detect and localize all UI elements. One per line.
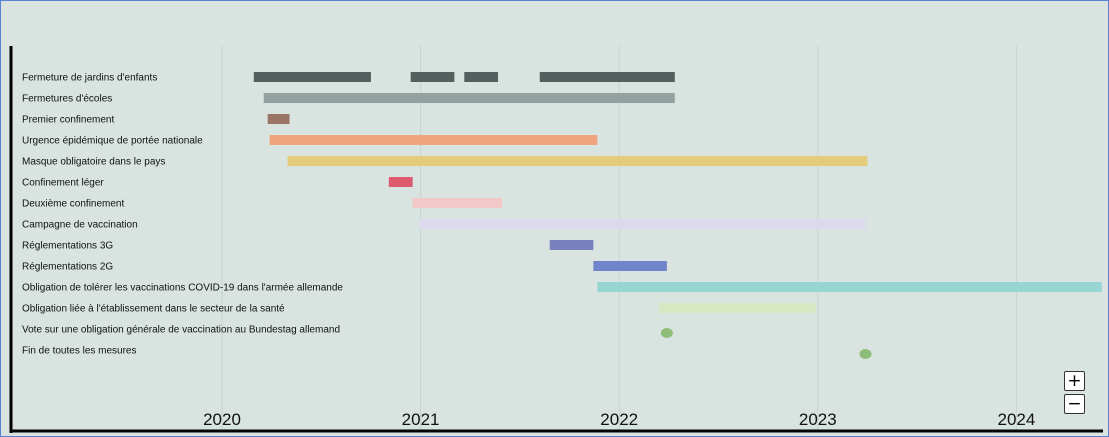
row-label-14: Fin de toutes les mesures [22,346,137,357]
bar-row-10-seg-1 [593,261,667,271]
x-tick-label-2020: 2020 [203,410,241,429]
bar-row-8-seg-1 [418,219,866,229]
row-label-2: Fermetures d'écoles [22,94,112,105]
row-label-4: Urgence épidémique de portée nationale [22,136,203,147]
bar-row-11-seg-1 [597,282,1102,292]
bar-row-1-seg-2 [410,72,455,82]
row-label-3: Premier confinement [22,115,114,126]
row-label-9: Réglementations 3G [22,241,113,252]
row-label-6: Confinement léger [22,178,104,189]
bar-row-1-seg-3 [464,72,499,82]
row-label-11: Obligation de tolérer les vaccinations C… [22,283,343,294]
bar-row-6-seg-1 [388,177,413,187]
row-label-1: Fermeture de jardins d'enfants [22,73,157,84]
bar-row-3-seg-1 [267,114,290,124]
bar-row-4-seg-1 [269,135,598,145]
row-label-7: Deuxième confinement [22,199,124,210]
row-label-5: Masque obligatoire dans le pays [22,157,165,168]
bar-row-1-seg-1 [253,72,371,82]
x-tick-label-2022: 2022 [600,410,638,429]
row-label-8: Campagne de vaccination [22,220,138,231]
zoom-out-button[interactable]: − [1064,394,1085,414]
zoom-in-button[interactable]: + [1064,371,1085,391]
row-label-13: Vote sur une obligation générale de vacc… [22,325,340,336]
bar-row-2-seg-1 [263,93,675,103]
x-tick-label-2024: 2024 [997,410,1035,429]
row-label-10: Réglementations 2G [22,262,113,273]
bar-row-1-seg-4 [539,72,675,82]
bar-row-9-seg-1 [549,240,594,250]
x-tick-label-2021: 2021 [402,410,440,429]
bar-row-7-seg-1 [412,198,503,208]
bar-row-5-seg-1 [287,156,868,166]
row-label-12: Obligation liée à l'établissement dans l… [22,304,285,315]
point-row-13 [660,328,673,338]
bar-row-12-seg-1 [658,303,816,313]
x-tick-label-2023: 2023 [799,410,837,429]
point-row-14 [859,349,872,359]
